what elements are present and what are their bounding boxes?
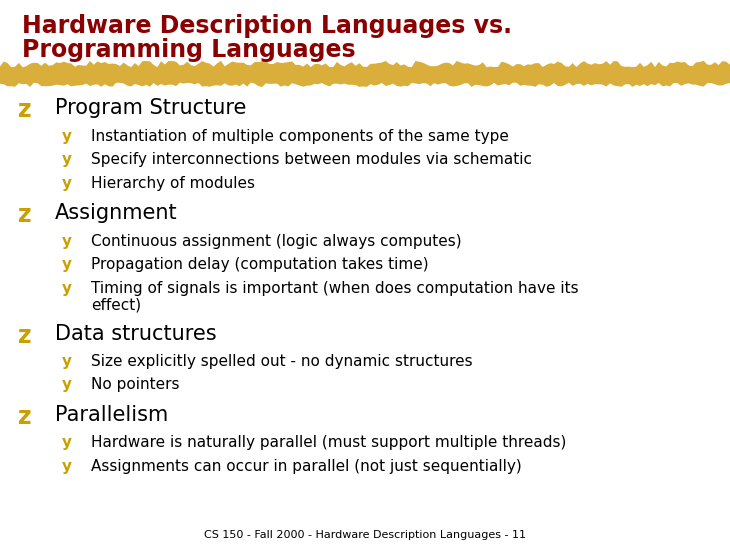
Text: Hardware is naturally parallel (must support multiple threads): Hardware is naturally parallel (must sup… [91, 435, 566, 450]
Text: y: y [62, 281, 72, 295]
Text: Parallelism: Parallelism [55, 405, 168, 426]
Text: y: y [62, 354, 72, 369]
Text: effect): effect) [91, 297, 142, 312]
Polygon shape [0, 61, 730, 87]
Text: y: y [62, 176, 72, 190]
Text: Specify interconnections between modules via schematic: Specify interconnections between modules… [91, 152, 532, 167]
Text: Propagation delay (computation takes time): Propagation delay (computation takes tim… [91, 257, 429, 272]
Text: Program Structure: Program Structure [55, 98, 246, 119]
Text: y: y [62, 257, 72, 272]
Text: y: y [62, 152, 72, 167]
Text: Assignment: Assignment [55, 203, 177, 224]
Text: No pointers: No pointers [91, 377, 180, 392]
Text: Size explicitly spelled out - no dynamic structures: Size explicitly spelled out - no dynamic… [91, 354, 473, 369]
Text: CS 150 - Fall 2000 - Hardware Description Languages - 11: CS 150 - Fall 2000 - Hardware Descriptio… [204, 531, 526, 540]
Text: z: z [18, 98, 32, 123]
Text: y: y [62, 234, 72, 248]
Text: y: y [62, 435, 72, 450]
Text: Hierarchy of modules: Hierarchy of modules [91, 176, 255, 190]
Text: y: y [62, 459, 72, 474]
Text: z: z [18, 405, 32, 429]
Text: Programming Languages: Programming Languages [22, 38, 356, 62]
Text: y: y [62, 129, 72, 143]
Text: z: z [18, 203, 32, 228]
Text: Timing of signals is important (when does computation have its: Timing of signals is important (when doe… [91, 281, 579, 295]
Text: Hardware Description Languages vs.: Hardware Description Languages vs. [22, 14, 512, 38]
Text: y: y [62, 377, 72, 392]
Text: Continuous assignment (logic always computes): Continuous assignment (logic always comp… [91, 234, 462, 248]
Text: Instantiation of multiple components of the same type: Instantiation of multiple components of … [91, 129, 509, 143]
Text: z: z [18, 324, 32, 348]
Text: Assignments can occur in parallel (not just sequentially): Assignments can occur in parallel (not j… [91, 459, 522, 474]
Text: Data structures: Data structures [55, 324, 216, 344]
